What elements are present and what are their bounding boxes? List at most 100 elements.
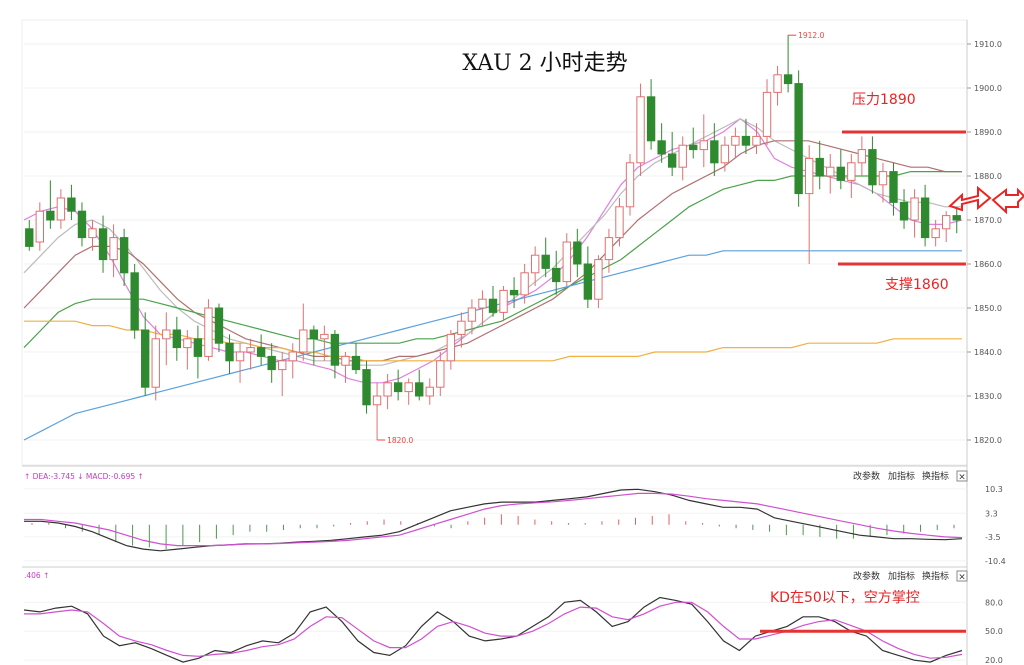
candle-body bbox=[214, 307, 224, 344]
macd-panel: 10.3 3.3 -3.5 -10.4 ↑ DEA:-3.745 ↓ MACD:-0.… bbox=[22, 465, 1006, 568]
macd-gridlines bbox=[24, 488, 967, 562]
candle-body bbox=[246, 347, 255, 353]
candle-body bbox=[183, 338, 192, 349]
candle-body bbox=[488, 298, 498, 313]
candle-body bbox=[878, 171, 888, 186]
candle-body bbox=[604, 237, 614, 261]
candle-body bbox=[636, 96, 645, 164]
macd-add-indicator-button[interactable]: 加指标 bbox=[888, 470, 915, 482]
candle-body bbox=[836, 166, 845, 181]
main-y-axis: 1910.0 1900.0 1890.0 1880.0 1870.0 1860.0 1850… bbox=[967, 40, 1002, 445]
candle-body bbox=[625, 162, 635, 208]
candle-body bbox=[615, 206, 624, 239]
candle-body bbox=[530, 254, 540, 274]
candle-body bbox=[35, 210, 44, 243]
moving-average-line bbox=[23, 171, 962, 349]
moving-average-line bbox=[24, 320, 962, 362]
candle-body bbox=[942, 215, 951, 230]
candle-body bbox=[783, 74, 793, 85]
candle-body bbox=[151, 338, 160, 388]
candle-body bbox=[309, 329, 319, 340]
macd-close-icon[interactable]: × bbox=[958, 473, 966, 483]
candle-body bbox=[520, 272, 529, 296]
candle-body bbox=[404, 382, 413, 393]
kd-panel: 80.0 50.0 20.0 .406 ↑ 改参数 加指标 换指标 × KD在50以… bbox=[23, 570, 1003, 665]
candle-body bbox=[678, 144, 687, 168]
candle-body bbox=[857, 149, 867, 164]
candle-body bbox=[773, 74, 782, 93]
moving-average-line bbox=[23, 250, 962, 441]
candle-body bbox=[425, 386, 434, 397]
candle-body bbox=[920, 197, 930, 239]
resistance-label: 压力1890 bbox=[852, 92, 916, 108]
candle-body bbox=[752, 135, 761, 146]
candle-body bbox=[256, 347, 266, 357]
macd-y-axis: 10.3 3.3 -3.5 -10.4 bbox=[985, 485, 1006, 566]
candle-body bbox=[552, 267, 561, 283]
candle-body bbox=[415, 382, 424, 397]
candle-body bbox=[25, 228, 34, 247]
macd-y-tick-label: 3.3 bbox=[985, 509, 998, 518]
candle-body bbox=[826, 166, 835, 177]
candle-body bbox=[56, 197, 66, 221]
kd-close-icon[interactable]: × bbox=[958, 573, 966, 583]
macd-y-tick-label: 10.3 bbox=[985, 485, 1003, 494]
macd-histogram bbox=[31, 514, 955, 550]
kd-add-indicator-button[interactable]: 加指标 bbox=[888, 570, 915, 582]
candle-body bbox=[910, 197, 919, 221]
candle-body bbox=[509, 289, 519, 296]
candle-body bbox=[741, 135, 751, 146]
y-tick-label: 1880.0 bbox=[974, 172, 1002, 181]
candle-body bbox=[109, 237, 118, 261]
candle-body bbox=[794, 83, 803, 195]
main-gridlines bbox=[24, 43, 967, 441]
candle-body bbox=[657, 140, 666, 155]
macd-dea-line bbox=[24, 492, 963, 547]
candle-body bbox=[172, 329, 182, 349]
y-tick-label: 1910.0 bbox=[974, 40, 1002, 49]
candle-body bbox=[646, 96, 656, 142]
y-tick-label: 1830.0 bbox=[974, 392, 1002, 401]
y-tick-label: 1820.0 bbox=[974, 436, 1002, 445]
candle-body bbox=[330, 333, 340, 366]
candle-body bbox=[267, 355, 276, 371]
kd-change-indicator-button[interactable]: 换指标 bbox=[922, 570, 949, 582]
kd-d-line bbox=[24, 601, 963, 659]
main-panel: 1910.0 1900.0 1890.0 1880.0 1870.0 1860.0 1850… bbox=[21, 19, 1024, 665]
low-marker-label: 1820.0 bbox=[387, 436, 413, 445]
y-tick-label: 1850.0 bbox=[974, 304, 1002, 313]
candle-body bbox=[952, 215, 961, 221]
candle-body bbox=[562, 241, 571, 283]
candle-body bbox=[847, 162, 856, 181]
candle-body bbox=[868, 149, 877, 186]
candle-body bbox=[77, 210, 87, 239]
candle-body bbox=[162, 329, 171, 340]
candle-body bbox=[731, 135, 740, 146]
chart-title: XAU 2 小时走势 bbox=[462, 51, 627, 76]
candle-body bbox=[667, 153, 677, 168]
moving-average-line bbox=[23, 140, 962, 362]
candle-body bbox=[436, 360, 445, 388]
candle-body bbox=[467, 307, 477, 322]
candle-body bbox=[478, 298, 487, 309]
candle-body bbox=[889, 171, 898, 203]
macd-edit-params-button[interactable]: 改参数 bbox=[853, 470, 880, 482]
macd-change-indicator-button[interactable]: 换指标 bbox=[922, 470, 949, 482]
candle-body bbox=[372, 395, 382, 406]
candle-body bbox=[762, 91, 772, 137]
kd-y-tick-label: 20.0 bbox=[985, 656, 1003, 665]
candle-body bbox=[130, 272, 139, 331]
candle-body bbox=[815, 157, 824, 177]
candle-body bbox=[235, 351, 245, 362]
y-tick-label: 1860.0 bbox=[974, 260, 1002, 269]
y-tick-label: 1890.0 bbox=[974, 128, 1002, 137]
candle-body bbox=[393, 382, 403, 393]
kd-edit-params-button[interactable]: 改参数 bbox=[853, 570, 880, 582]
high-marker: 1912.0 bbox=[788, 31, 825, 40]
candle-body bbox=[689, 144, 698, 151]
kd-y-tick-label: 80.0 bbox=[985, 598, 1003, 607]
candle-body bbox=[141, 329, 150, 388]
macd-label: ↑ DEA:-3.745 ↓ MACD:-0.695 ↑ bbox=[24, 472, 144, 481]
candlesticks bbox=[25, 35, 961, 440]
candle-body bbox=[299, 329, 308, 353]
